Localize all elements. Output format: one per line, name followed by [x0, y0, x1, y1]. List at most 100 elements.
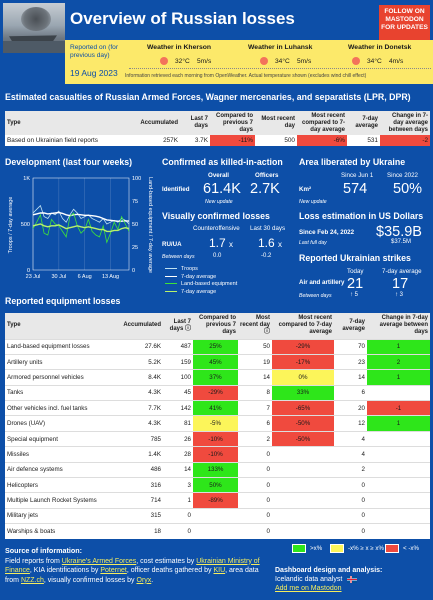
cell: 25%	[193, 338, 238, 355]
link-poternet[interactable]: Poternet	[100, 567, 127, 575]
col-since-2022: Since 2022	[387, 172, 418, 179]
y-left-tick: 500	[21, 222, 30, 228]
ratio-last-30-change: -0.2	[261, 253, 272, 259]
cell: 0	[238, 461, 272, 478]
strikes-7day-change: ↑ 3	[395, 292, 404, 298]
liberated-since-jun1: 574	[343, 181, 368, 197]
table-row: Drones (UAV) 4.3K 81 -5% 6 -50% 12 1	[5, 415, 430, 432]
y-right-tick: 0	[132, 268, 135, 274]
table-header-row: Type Accumulated Last 7 days ⓘ Compared to …	[5, 313, 430, 339]
cell: 531	[367, 137, 378, 144]
strikes-title: Reported Ukrainian strikes	[299, 253, 411, 263]
link-ukraine-armed-forces[interactable]: Ukraine's Armed Forces	[61, 557, 137, 565]
cell: 45	[163, 384, 193, 401]
legend-green-label: >x%	[310, 545, 323, 552]
cell: Drones (UAV)	[5, 415, 115, 432]
weather-luhansk-title: Weather in Luhansk	[248, 44, 313, 51]
link-oryx[interactable]: Oryx	[136, 576, 152, 584]
ru-ua-label: RU/UA	[162, 241, 182, 248]
weather-kherson-title: Weather in Kherson	[147, 44, 212, 51]
col-since-jun1: Since Jun 1	[341, 172, 374, 179]
cell: 100	[163, 369, 193, 386]
cell: Multiple Launch Rocket Systems	[5, 492, 115, 509]
cell: Tanks	[5, 384, 115, 401]
development-title: Development (last four weeks)	[5, 157, 133, 167]
column-header: 7-day average	[347, 111, 380, 135]
table-row: Air defence systems 486 14 133% 0 2	[5, 461, 430, 478]
cell: 4	[334, 446, 367, 463]
cell: -89%	[193, 492, 238, 509]
cell: 8.4K	[115, 369, 163, 386]
link-kiu[interactable]: KIU	[213, 567, 226, 575]
cell: 0	[238, 477, 272, 493]
cell	[367, 492, 430, 509]
cell: Armored personnel vehicles	[5, 369, 115, 386]
cell: 3.7K	[194, 137, 208, 144]
cell	[367, 461, 430, 478]
liberated-new-update: New update	[299, 199, 327, 205]
kia-overall-value: 61.4K	[203, 181, 241, 197]
cell: -29%	[193, 384, 238, 401]
kia-new-update: New update	[205, 199, 233, 205]
cell: 0	[238, 507, 272, 524]
weather-luhansk-temp: 34°C	[275, 58, 290, 65]
cell: 6	[334, 384, 367, 401]
cell: 500	[284, 137, 295, 144]
y-right-tick: 50	[132, 222, 138, 228]
col-officers: Officers	[255, 172, 279, 179]
column-header: Most recent day	[255, 111, 297, 135]
series-line-2	[32, 212, 130, 244]
cell: 315	[115, 507, 163, 524]
weather-donetsk-wind: 4m/s	[389, 58, 404, 65]
cell: 0	[334, 523, 367, 540]
cell: 45%	[193, 353, 238, 370]
chart-legend: Troops 7-day average Land-based equipmen…	[165, 266, 237, 296]
cell: Warships & boats	[5, 523, 115, 540]
link-nzz[interactable]: NZZ.ch	[20, 576, 44, 584]
cell: Special equipment	[5, 430, 115, 447]
ratio-last-30: 1.6 x	[258, 236, 283, 250]
cell: 37%	[193, 369, 238, 386]
since-feb-label: Since Feb 24, 2022	[299, 229, 355, 236]
cell: 1	[367, 369, 430, 386]
table-header-row: Type Accumulated Last 7 days Compared to…	[5, 111, 430, 135]
table-row: Missiles 1.4K 28 -10% 0 4	[5, 446, 430, 463]
table-row: Based on Ukrainian field reports 257K 3.…	[5, 135, 430, 146]
plot-frame	[32, 177, 130, 271]
column-header: Most recent compared to 7-day average	[272, 313, 334, 339]
reported-label: Reported on (for previous day)	[70, 44, 119, 59]
col-counteroffensive: Counteroffensive	[193, 225, 240, 232]
mastodon-link[interactable]: Add me on Mastodon	[275, 585, 342, 592]
link-ministry-finance[interactable]: Ukrainian Ministry of Finance	[5, 557, 260, 575]
cell: -65%	[272, 400, 334, 416]
cell: 2	[334, 461, 367, 478]
ratio-counteroffensive: 1.7 x	[209, 236, 234, 250]
cell	[272, 446, 334, 463]
cell: -1	[367, 400, 430, 416]
cell: Air defence systems	[5, 461, 115, 478]
cell: 8	[238, 384, 272, 401]
cell: -11%	[210, 135, 255, 146]
follow-mastodon-button[interactable]: FOLLOW ON MASTODON FOR UPDATES	[379, 5, 430, 40]
equipment-table: Type Accumulated Last 7 days ⓘ Compared to …	[5, 313, 430, 540]
loss-usd-value: $35.9B	[376, 224, 422, 240]
column-header: Accumulated	[130, 111, 180, 135]
column-header: Accumulated	[115, 313, 163, 339]
cell: 70	[334, 338, 367, 355]
divider	[129, 68, 431, 69]
column-header: Compared to previous 7 days	[193, 313, 238, 339]
y-left-tick: 1K	[23, 176, 30, 182]
air-artillery-label: Air and artillery	[299, 279, 345, 286]
strikes-today: 21	[347, 276, 364, 292]
ratio-counteroffensive-change: 0.0	[213, 253, 222, 259]
cell: -17%	[272, 353, 334, 370]
legend-item: Land-based equipment	[165, 281, 237, 289]
cell: 1	[367, 415, 430, 432]
cell	[193, 523, 238, 540]
cell: 3	[163, 477, 193, 493]
cell	[272, 477, 334, 493]
kia-officers-value: 2.7K	[250, 181, 280, 197]
y-right-label: Land-based equipment / 7-day average	[147, 177, 153, 273]
km2-label: Km²	[299, 186, 312, 193]
equipment-title: Reported equipment losses	[5, 296, 121, 306]
